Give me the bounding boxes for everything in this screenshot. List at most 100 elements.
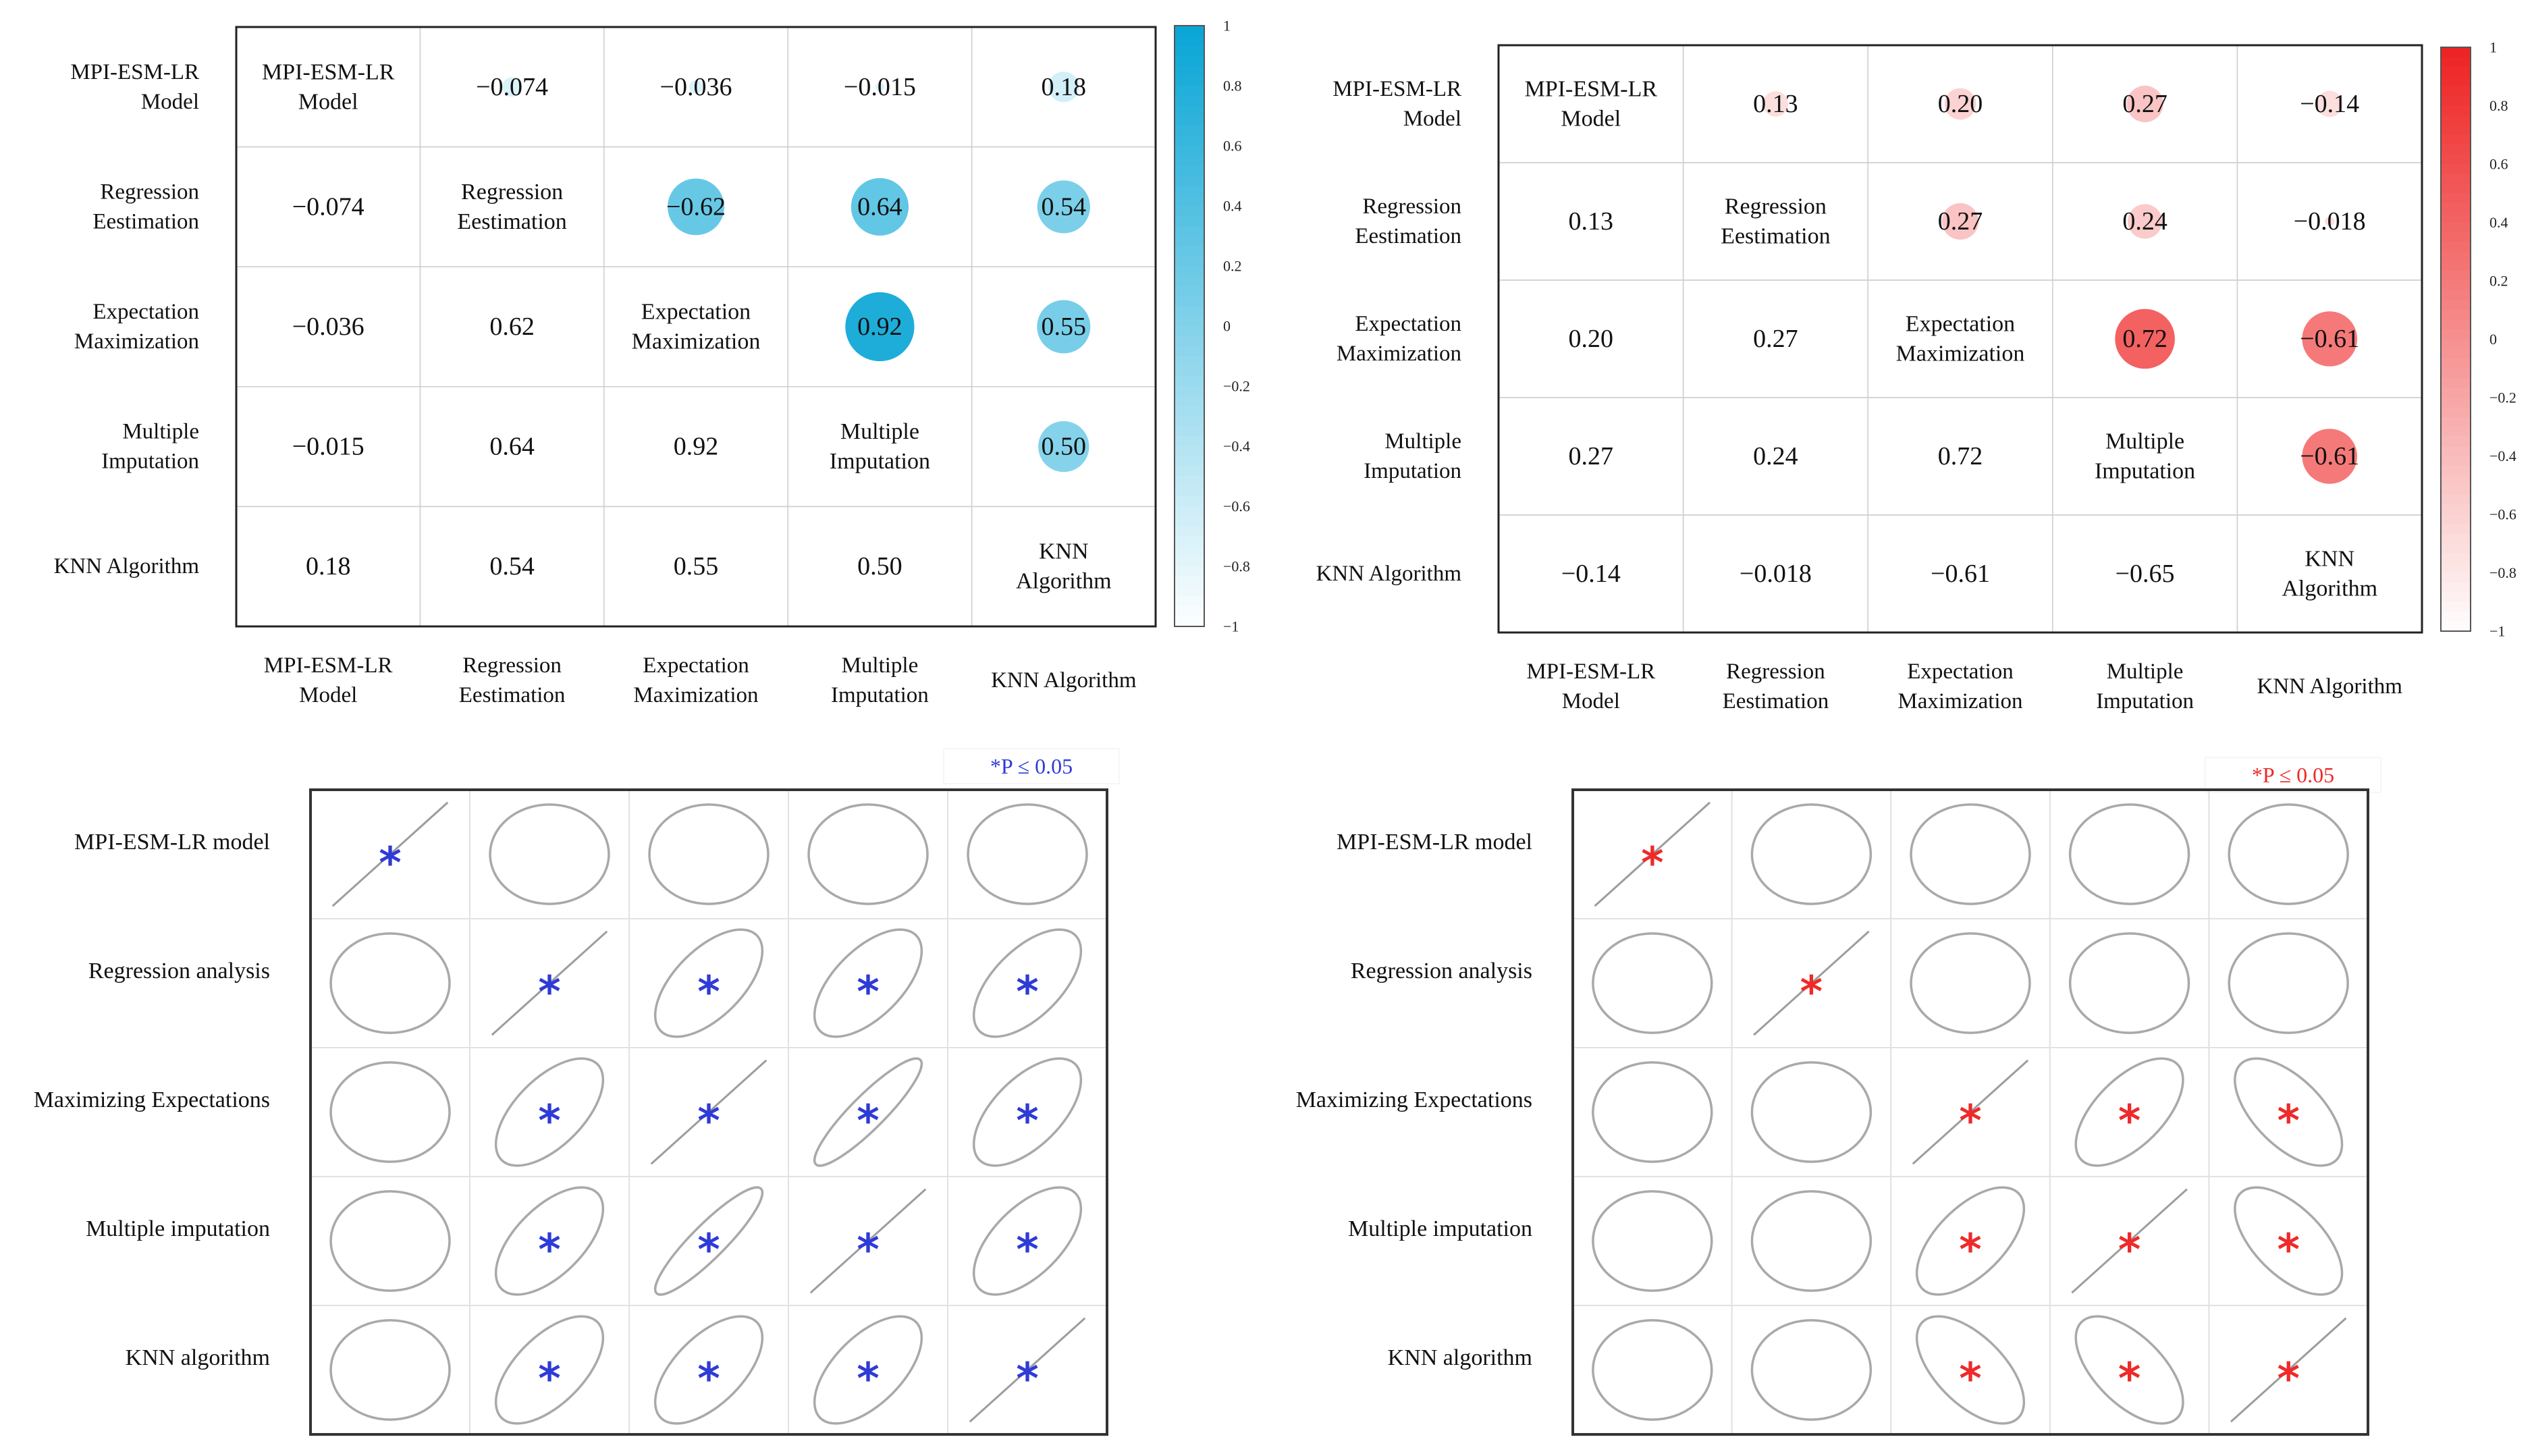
label-line: Model	[1561, 107, 1621, 132]
label-line: Eestimation	[1723, 689, 1829, 713]
label-line: Expectation	[1906, 312, 2015, 337]
colorbar-segment	[1175, 176, 1204, 187]
colorbar-segment	[1175, 386, 1204, 397]
correlation-ellipse	[329, 1190, 451, 1292]
colorbar-tick-label: −0.2	[2489, 389, 2516, 406]
colorbar-segment	[2441, 358, 2471, 369]
row-label: KNN algorithm	[1388, 1345, 1532, 1370]
colorbar-segment	[2441, 368, 2471, 379]
correlation-ellipse	[329, 932, 451, 1034]
correlation-value: −0.015	[292, 433, 365, 461]
diagonal-label: Regression Eestimation	[457, 180, 566, 234]
label-line: KNN	[1039, 539, 1089, 564]
correlation-ellipse	[1750, 1061, 1873, 1163]
row-label: MPI-ESM-LR Model	[1332, 77, 1461, 131]
correlation-value: −0.61	[2300, 442, 2359, 470]
label-line: Expectation	[643, 653, 749, 678]
colorbar-segment	[2441, 427, 2471, 437]
colorbar-segment	[2441, 164, 2471, 175]
matrix-border	[235, 26, 1157, 628]
significance-star-icon: *	[2118, 1355, 2140, 1405]
correlation-value: −0.036	[292, 313, 365, 341]
correlation-value: −0.015	[844, 73, 916, 101]
label-line: Multiple	[840, 419, 919, 444]
correlation-value: −0.14	[2300, 90, 2359, 118]
colorbar-segment	[2441, 553, 2471, 564]
label-line: Multiple	[1384, 429, 1461, 454]
correlation-value: 0.92	[674, 433, 719, 461]
correlation-ellipse	[807, 803, 929, 905]
correlation-value: 0.27	[1938, 207, 1983, 236]
label-line: Imputation	[2095, 459, 2195, 484]
label-line: Expectation	[1907, 659, 2014, 684]
colorbar-segment	[1175, 215, 1204, 227]
correlation-ellipse	[813, 928, 923, 1038]
colorbar-segment	[2441, 86, 2471, 97]
colorbar-segment	[1175, 95, 1204, 107]
significance-star-icon: *	[379, 839, 401, 889]
correlation-ellipse	[1910, 932, 2031, 1034]
colorbar-tick-label: −0.8	[1223, 558, 1250, 575]
correlation-ellipse	[972, 1186, 1083, 1296]
colorbar-tick-label: −1	[1223, 618, 1239, 635]
label-line: KNN	[2305, 547, 2354, 572]
row-label: KNN Algorithm	[54, 554, 200, 578]
matrix-border	[309, 788, 1108, 1436]
label-line: Multiple	[842, 653, 919, 678]
label-line: MPI-ESM-LR	[1332, 77, 1461, 101]
significance-star-icon: *	[1016, 1097, 1038, 1147]
colorbar-tick-label: −0.6	[2489, 506, 2516, 523]
significance-star-icon: *	[697, 1226, 720, 1276]
label-line: Maximization	[74, 329, 199, 354]
correlation-value: −0.62	[666, 192, 726, 221]
label-line: Maximization	[1897, 689, 2022, 713]
correlation-circle	[1941, 203, 1979, 240]
correlation-ellipse	[1750, 1190, 1873, 1292]
correlation-circle	[2316, 90, 2343, 117]
label-line: Eestimation	[459, 683, 566, 707]
diagonal-label: KNN Algorithm	[2282, 547, 2377, 601]
colorbar-segment	[1175, 556, 1204, 567]
colorbar-segment	[1175, 296, 1204, 307]
matrix-border	[1497, 44, 2423, 634]
significance-star-icon: *	[2118, 1097, 2140, 1147]
colorbar-segment	[1175, 496, 1204, 507]
colorbar-segment	[1175, 446, 1204, 457]
correlation-circle	[689, 80, 703, 94]
colorbar-tick-label: −0.8	[2489, 564, 2516, 581]
colorbar-segment	[2441, 222, 2471, 233]
correlation-value: 0.55	[674, 552, 719, 581]
correlation-ellipse	[813, 1315, 923, 1425]
colorbar-segment	[1175, 65, 1204, 77]
correlation-circle	[2115, 308, 2175, 369]
correlation-circle	[1037, 180, 1090, 234]
colorbar-segment	[2441, 290, 2471, 301]
correlation-ellipse	[494, 1186, 605, 1296]
colorbar-segment	[2441, 601, 2471, 613]
colorbar-segment	[1175, 26, 1204, 36]
colorbar: 1 0.8 0.6 0.4 0.2 0 −0.2 −0.4 −0.6 −0.8 −1	[2440, 39, 2516, 640]
significance-star-icon: *	[2277, 1226, 2299, 1276]
colorbar-segment	[2441, 329, 2471, 340]
significance-star-icon: *	[697, 968, 720, 1018]
label-line: KNN Algorithm	[1316, 562, 1462, 586]
colorbar-tick-label: 0	[2489, 331, 2497, 348]
colorbar-tick-label: 0.8	[2489, 97, 2508, 114]
colorbar-segment	[2441, 105, 2471, 116]
correlation-line	[491, 930, 608, 1036]
colorbar-tick-label: 0.8	[1223, 78, 1242, 95]
colorbar-border	[2440, 47, 2471, 632]
colorbar-segment	[2441, 407, 2471, 418]
colorbar-segment	[2441, 378, 2471, 389]
correlation-circle	[1762, 91, 1789, 117]
colorbar-segment	[1175, 206, 1204, 217]
correlation-line	[1912, 1059, 2029, 1165]
significance-star-icon: *	[857, 1097, 879, 1147]
label-line: Model	[1562, 689, 1620, 713]
correlation-value: 0.18	[1042, 73, 1087, 101]
correlation-value: −0.65	[2116, 560, 2175, 588]
correlation-value: 0.64	[489, 433, 535, 461]
correlation-ellipse	[329, 1319, 451, 1421]
diagonal-label: MPI-ESM-LR Model	[262, 59, 395, 114]
